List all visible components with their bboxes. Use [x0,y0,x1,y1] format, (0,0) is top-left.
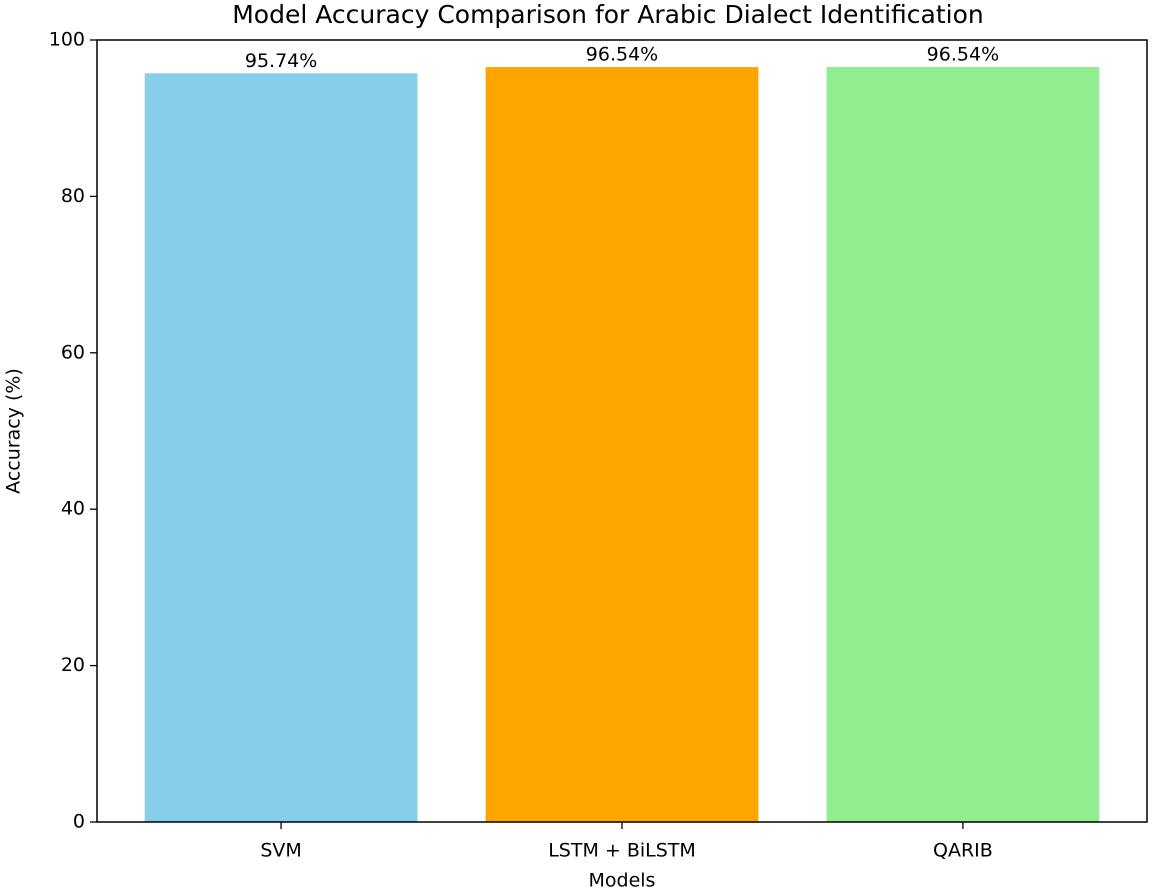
x-tick-label: QARIB [933,840,993,862]
y-axis-label: Accuracy (%) [3,368,25,494]
x-tick-label: SVM [260,840,301,862]
y-tick-label: 80 [61,185,85,207]
plot-frame [96,39,1148,823]
y-tick-label: 60 [61,341,85,363]
bar [485,67,759,823]
y-tick-label: 0 [73,811,85,833]
x-axis-label: Models [589,870,656,892]
bar [144,73,418,822]
y-tick-label: 40 [61,498,85,520]
y-tick-label: 100 [49,29,85,51]
bar [826,67,1100,823]
x-tick-label: LSTM + BiLSTM [548,840,696,862]
y-tick-label: 20 [61,654,85,676]
value-label: 96.54% [586,44,658,66]
value-label: 95.74% [245,50,317,72]
value-label: 96.54% [927,44,999,66]
chart-title: Model Accuracy Comparison for Arabic Dia… [232,0,984,29]
